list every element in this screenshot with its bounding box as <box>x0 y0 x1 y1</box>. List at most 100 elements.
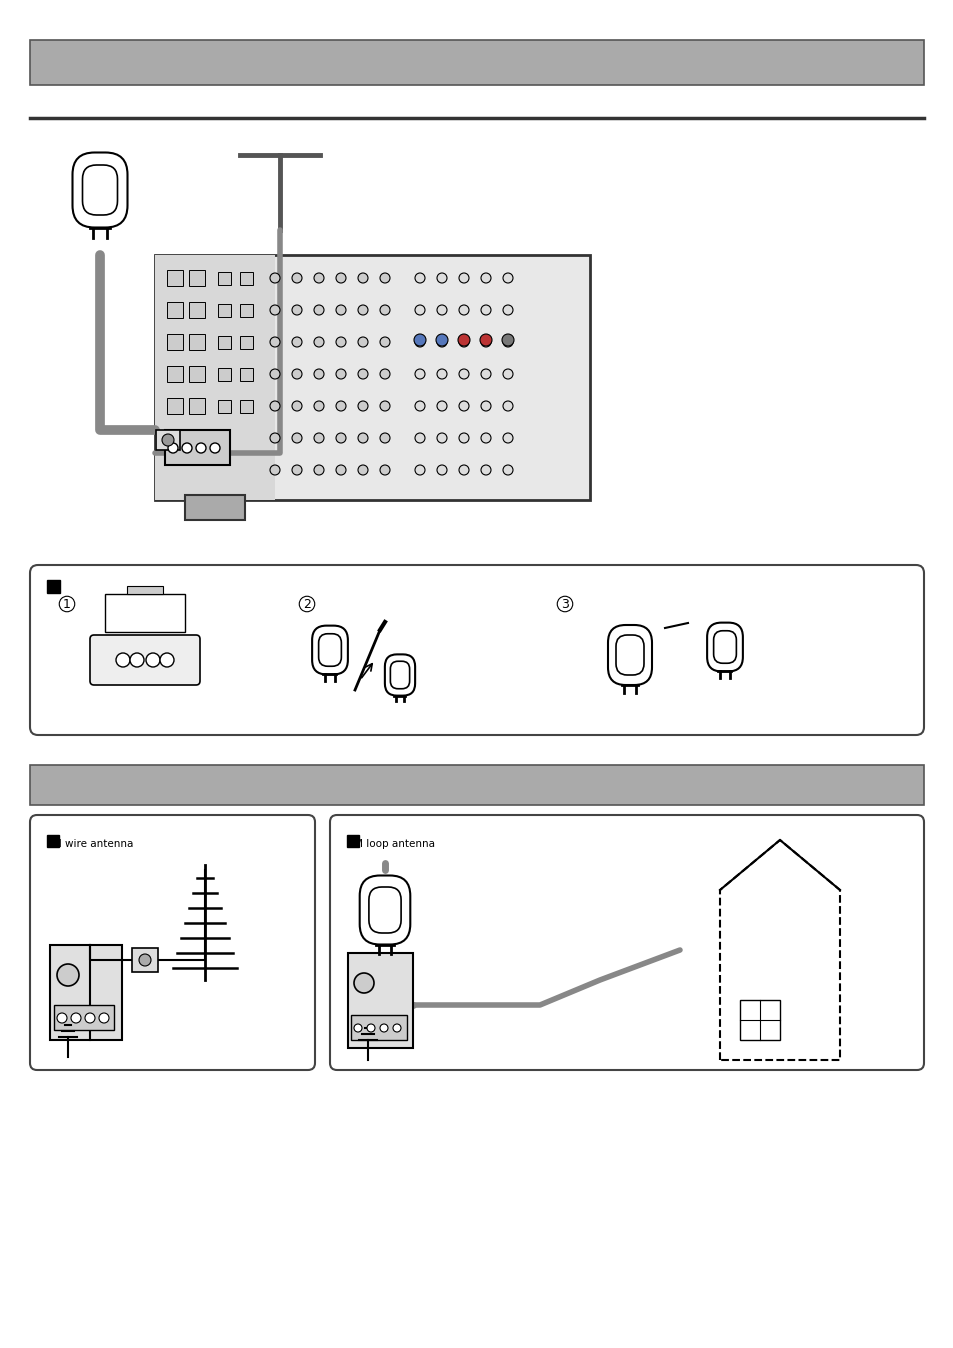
Bar <box>218 336 232 349</box>
Bar <box>185 495 245 520</box>
Circle shape <box>335 433 346 443</box>
Circle shape <box>480 400 491 411</box>
Circle shape <box>270 337 280 346</box>
Circle shape <box>292 433 302 443</box>
Circle shape <box>415 274 424 283</box>
Circle shape <box>414 334 426 346</box>
Circle shape <box>502 274 513 283</box>
Circle shape <box>458 400 469 411</box>
Circle shape <box>415 369 424 379</box>
Text: FM wire antenna: FM wire antenna <box>47 838 133 849</box>
Circle shape <box>458 337 469 346</box>
Circle shape <box>314 337 324 346</box>
Circle shape <box>379 433 390 443</box>
FancyBboxPatch shape <box>72 152 128 228</box>
FancyBboxPatch shape <box>90 635 200 685</box>
Circle shape <box>379 274 390 283</box>
Bar <box>348 953 413 1047</box>
FancyBboxPatch shape <box>318 634 341 666</box>
Bar <box>189 302 205 318</box>
Circle shape <box>502 369 513 379</box>
Text: AM loop antenna: AM loop antenna <box>347 838 435 849</box>
Circle shape <box>335 337 346 346</box>
Circle shape <box>357 400 368 411</box>
Bar <box>189 334 205 350</box>
Bar <box>218 303 232 317</box>
Circle shape <box>502 433 513 443</box>
FancyBboxPatch shape <box>330 816 923 1070</box>
Circle shape <box>436 305 447 315</box>
Circle shape <box>270 465 280 474</box>
Circle shape <box>130 652 144 667</box>
Bar <box>167 367 183 381</box>
Circle shape <box>210 443 220 453</box>
Bar <box>54 1006 113 1030</box>
Circle shape <box>458 274 469 283</box>
Circle shape <box>379 400 390 411</box>
Circle shape <box>502 305 513 315</box>
Bar <box>740 1000 780 1041</box>
Circle shape <box>379 337 390 346</box>
Circle shape <box>357 465 368 474</box>
Circle shape <box>57 964 79 985</box>
FancyBboxPatch shape <box>390 662 409 689</box>
Circle shape <box>458 433 469 443</box>
Circle shape <box>292 465 302 474</box>
Bar <box>189 367 205 381</box>
Circle shape <box>270 400 280 411</box>
Circle shape <box>292 369 302 379</box>
Circle shape <box>436 334 448 346</box>
Polygon shape <box>720 840 840 1060</box>
Bar <box>167 334 183 350</box>
Circle shape <box>270 274 280 283</box>
Bar <box>218 368 232 380</box>
Circle shape <box>357 369 368 379</box>
Circle shape <box>393 1024 400 1033</box>
Circle shape <box>480 305 491 315</box>
Circle shape <box>160 652 173 667</box>
Bar <box>154 255 274 500</box>
Bar <box>240 399 253 412</box>
Circle shape <box>314 400 324 411</box>
Circle shape <box>292 337 302 346</box>
Circle shape <box>379 369 390 379</box>
Circle shape <box>436 400 447 411</box>
Circle shape <box>480 274 491 283</box>
Text: 2: 2 <box>303 597 311 611</box>
Circle shape <box>479 334 492 346</box>
Circle shape <box>480 433 491 443</box>
Circle shape <box>501 334 514 346</box>
Circle shape <box>480 369 491 379</box>
Circle shape <box>162 434 173 446</box>
Circle shape <box>116 652 130 667</box>
Circle shape <box>480 337 491 346</box>
FancyBboxPatch shape <box>359 875 410 945</box>
Bar <box>240 336 253 349</box>
Circle shape <box>195 443 206 453</box>
Bar <box>240 368 253 380</box>
Circle shape <box>502 337 513 346</box>
Circle shape <box>335 305 346 315</box>
Circle shape <box>270 433 280 443</box>
Bar <box>167 398 183 414</box>
Circle shape <box>357 305 368 315</box>
FancyBboxPatch shape <box>713 631 736 663</box>
Circle shape <box>168 443 178 453</box>
FancyArrowPatch shape <box>361 663 372 678</box>
Bar <box>47 834 59 847</box>
FancyBboxPatch shape <box>607 625 651 685</box>
Circle shape <box>335 274 346 283</box>
Circle shape <box>292 400 302 411</box>
Circle shape <box>502 465 513 474</box>
Bar <box>351 1015 407 1041</box>
Bar <box>218 271 232 284</box>
Bar <box>167 302 183 318</box>
Circle shape <box>57 1012 67 1023</box>
Bar <box>189 270 205 286</box>
Circle shape <box>146 652 160 667</box>
Circle shape <box>270 305 280 315</box>
FancyBboxPatch shape <box>369 887 400 933</box>
Circle shape <box>99 1012 109 1023</box>
Text: 1: 1 <box>63 597 71 611</box>
Circle shape <box>314 433 324 443</box>
